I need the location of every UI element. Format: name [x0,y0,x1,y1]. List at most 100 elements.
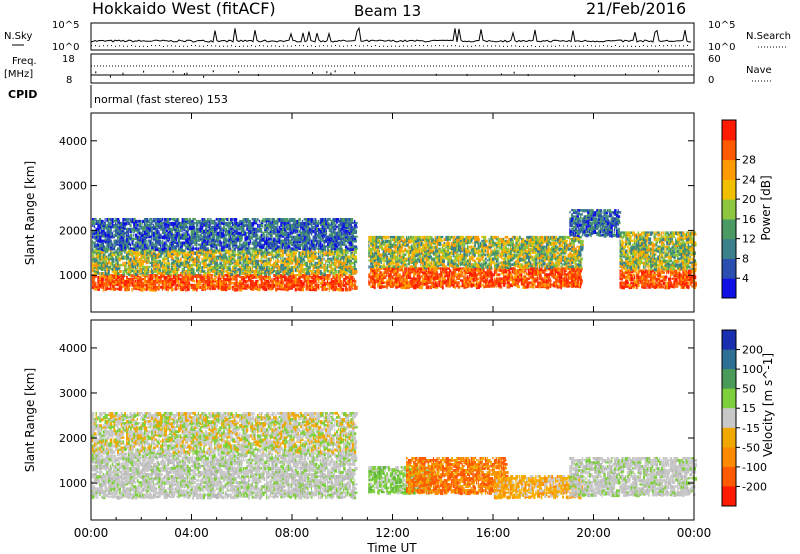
heatmap-cell [222,221,226,225]
heatmap-cell [138,275,142,279]
heatmap-cell [181,267,184,271]
heatmap-cell [91,221,95,225]
heatmap-cell [316,225,318,230]
heatmap-cell [476,269,479,273]
heatmap-cell [230,272,233,276]
heatmap-cell [117,261,119,266]
heatmap-cell [249,229,252,234]
nsearch-dot [307,45,308,47]
heatmap-cell [450,273,454,277]
heatmap-cell [124,235,126,238]
heatmap-cell [213,277,216,282]
heatmap-cell [228,255,231,258]
heatmap-cell [145,251,149,254]
heatmap-cell [301,235,304,240]
heatmap-cell [334,251,336,256]
heatmap-cell [257,255,259,259]
heatmap-cell [170,277,174,282]
heatmap-cell [135,279,137,283]
heatmap-cell [222,237,227,242]
heatmap-cell [554,279,559,283]
heatmap-cell [309,272,311,275]
heatmap-cell [215,255,219,258]
heatmap-cell [280,239,284,243]
heatmap-cell [158,259,161,264]
heatmap-cell [292,249,295,253]
heatmap-cell [404,285,407,290]
heatmap-cell [106,229,109,233]
heatmap-cell [348,247,352,251]
heatmap-cell [334,249,338,254]
heatmap-cell [237,269,239,274]
heatmap-cell [221,275,225,279]
heatmap-cell [380,275,383,279]
heatmap-cell [246,239,248,242]
heatmap-cell [262,251,266,255]
heatmap-cell [145,257,150,262]
heatmap-cell [127,227,132,231]
heatmap-cell [296,279,300,284]
heatmap-cell [280,235,282,238]
heatmap-cell [143,283,148,287]
nsky-tick-bottom: 10^0 [52,42,79,53]
heatmap-cell [242,227,244,231]
heatmap-cell [129,263,133,266]
heatmap-cell [310,281,314,285]
heatmap-cell [120,253,122,258]
heatmap-cell [549,279,552,283]
heatmap-cell [115,239,119,243]
heatmap-cell [318,272,321,275]
heatmap-cell [165,257,169,261]
heatmap-cell [222,267,225,271]
heatmap-cell [255,229,257,233]
heatmap-cell [118,287,122,291]
heatmap-cell [149,253,152,257]
heatmap-cell [371,275,374,278]
heatmap-cell [176,249,180,253]
heatmap-cell [217,285,220,290]
heatmap-cell [242,275,244,279]
heatmap-cell [283,265,287,270]
heatmap-cell [275,285,277,289]
heatmap-cell [483,275,486,279]
heatmap-cell [91,239,94,243]
heatmap-cell [537,281,541,285]
heatmap-cell [91,219,95,223]
nsearch-dot [655,45,656,47]
heatmap-cell [468,275,470,279]
heatmap-cell [303,275,306,280]
nsearch-dot [247,45,248,47]
heatmap-cell [318,279,320,283]
heatmap-cell [465,283,468,288]
heatmap-cell [215,223,219,228]
heatmap-cell [167,253,171,258]
heatmap-cell [323,227,327,231]
heatmap-cell [454,285,456,289]
heatmap-cell [323,257,325,261]
heatmap-cell [213,237,216,241]
heatmap-cell [461,267,465,270]
heatmap-cell [483,283,485,288]
heatmap-cell [269,227,273,231]
heatmap-cell [237,287,239,292]
heatmap-cell [126,243,128,247]
heatmap-cell [368,283,371,286]
freq-dot [238,70,240,73]
heatmap-cell [129,257,133,262]
heatmap-cell [124,267,128,272]
heatmap-cell [458,281,460,285]
heatmap-cell [350,219,352,224]
heatmap-cell [210,285,212,289]
heatmap-cell [323,263,326,267]
heatmap-cell [502,281,505,286]
heatmap-cell [266,241,269,245]
heatmap-cell [145,287,148,291]
heatmap-cell [339,249,343,254]
heatmap-cell [283,283,286,288]
heatmap-cell [136,281,139,285]
heatmap-cell [314,261,317,266]
heatmap-cell [113,235,115,239]
heatmap-cell [296,285,298,290]
heatmap-cell [104,233,107,238]
heatmap-cell [113,257,115,262]
